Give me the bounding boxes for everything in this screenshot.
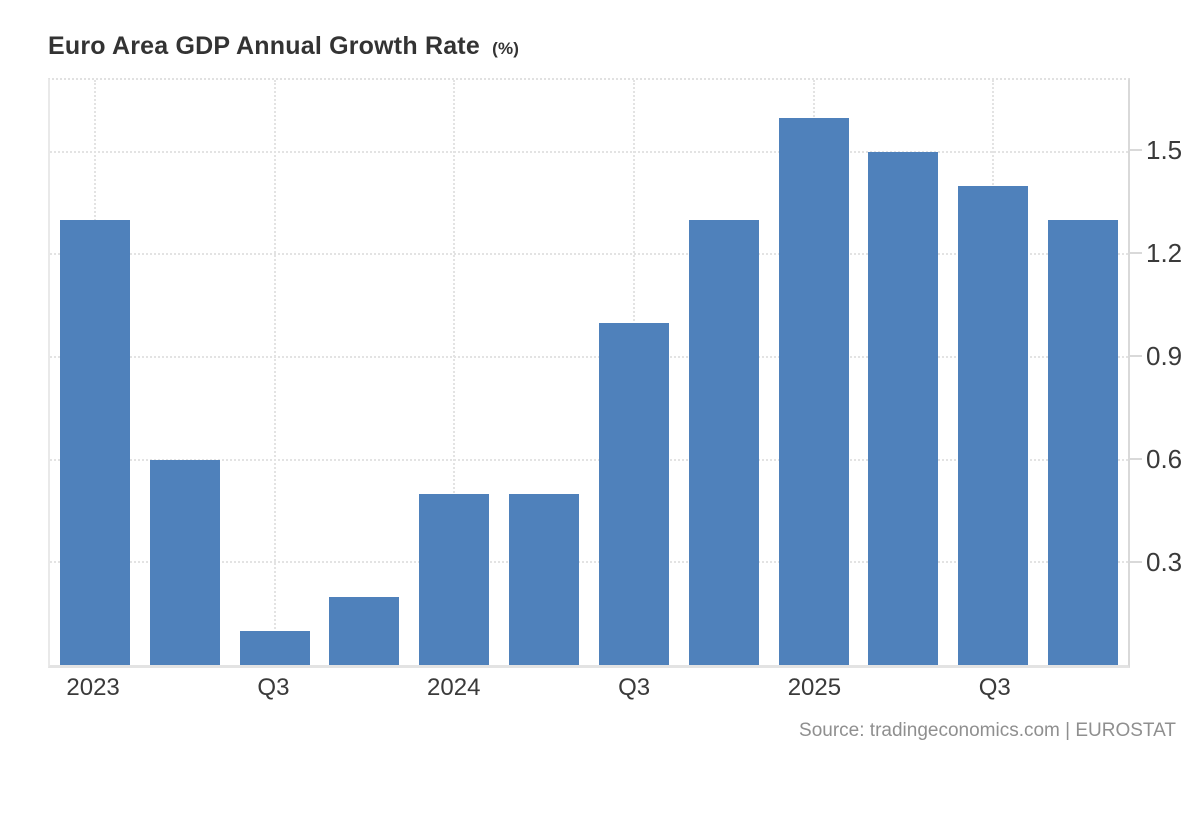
bar-slot xyxy=(50,80,140,665)
bar-q3-2023[interactable] xyxy=(239,630,310,665)
bar-q4-2023[interactable] xyxy=(329,596,400,665)
bar-slot xyxy=(858,80,948,665)
bar-slot xyxy=(140,80,230,665)
y-tick-label-1.2: 1.2 xyxy=(1146,238,1183,269)
bar-slot xyxy=(319,80,409,665)
gridline-y-0.6 xyxy=(50,458,1128,461)
plot-area xyxy=(48,78,1130,668)
bar-slot xyxy=(230,80,320,665)
bar-q1-2025[interactable] xyxy=(778,117,849,665)
bar-slot xyxy=(409,80,499,665)
y-tick-label-0.6: 0.6 xyxy=(1146,444,1183,475)
bar-q3-2024[interactable] xyxy=(598,322,669,665)
x-tick-label-2025: 2025 xyxy=(787,674,842,701)
y-tick-label-1.5: 1.5 xyxy=(1146,135,1183,166)
x-tick-label-q3: Q3 xyxy=(618,674,651,701)
x-tick-label-2024: 2024 xyxy=(427,674,481,701)
bar-slot xyxy=(769,80,859,665)
gridline-x-2024 xyxy=(453,80,456,665)
bar-q3-2025[interactable] xyxy=(958,186,1029,665)
bar-slot xyxy=(679,80,769,665)
y-axis: 0.3 0.6 0.9 1.2 1.5 xyxy=(1130,78,1200,665)
bar-q4-2025[interactable] xyxy=(1048,220,1119,665)
bar-slot xyxy=(1038,80,1128,665)
y-tick-mark xyxy=(1130,252,1142,255)
source-attribution: Source: tradingeconomics.com | EUROSTAT xyxy=(799,720,1176,741)
bar-slot xyxy=(948,80,1038,665)
bar-series xyxy=(50,80,1128,665)
y-tick-label-0.9: 0.9 xyxy=(1146,341,1183,372)
bar-slot xyxy=(499,80,589,665)
x-tick-label-q3: Q3 xyxy=(978,674,1011,701)
x-tick-label-2023: 2023 xyxy=(66,674,120,701)
gridline-y-1.2 xyxy=(50,253,1128,256)
gridline-y-0.9 xyxy=(50,356,1128,359)
chart-title: Euro Area GDP Annual Growth Rate (%) xyxy=(48,32,519,61)
y-tick-mark xyxy=(1130,458,1142,461)
bar-q1-2023[interactable] xyxy=(59,220,130,665)
y-tick-mark xyxy=(1130,561,1142,564)
bar-q2-2025[interactable] xyxy=(868,151,939,665)
gridline-x-Q3 xyxy=(273,80,276,665)
x-axis: 2023 Q3 2024 Q3 2025 Q3 xyxy=(48,674,1130,708)
y-tick-mark xyxy=(1130,149,1142,152)
gridline-y-0.3 xyxy=(50,561,1128,564)
x-tick-label-q3: Q3 xyxy=(257,674,290,701)
chart-title-unit: (%) xyxy=(492,39,520,58)
bar-q4-2024[interactable] xyxy=(688,220,759,665)
y-tick-mark xyxy=(1130,355,1142,358)
gridline-y-1.5 xyxy=(50,150,1128,153)
y-tick-label-0.3: 0.3 xyxy=(1146,547,1183,578)
bar-q1-2024[interactable] xyxy=(419,493,490,665)
bar-slot xyxy=(589,80,679,665)
bar-q2-2023[interactable] xyxy=(149,459,220,665)
bar-q2-2024[interactable] xyxy=(509,493,580,665)
chart-title-text: Euro Area GDP Annual Growth Rate xyxy=(48,32,480,60)
